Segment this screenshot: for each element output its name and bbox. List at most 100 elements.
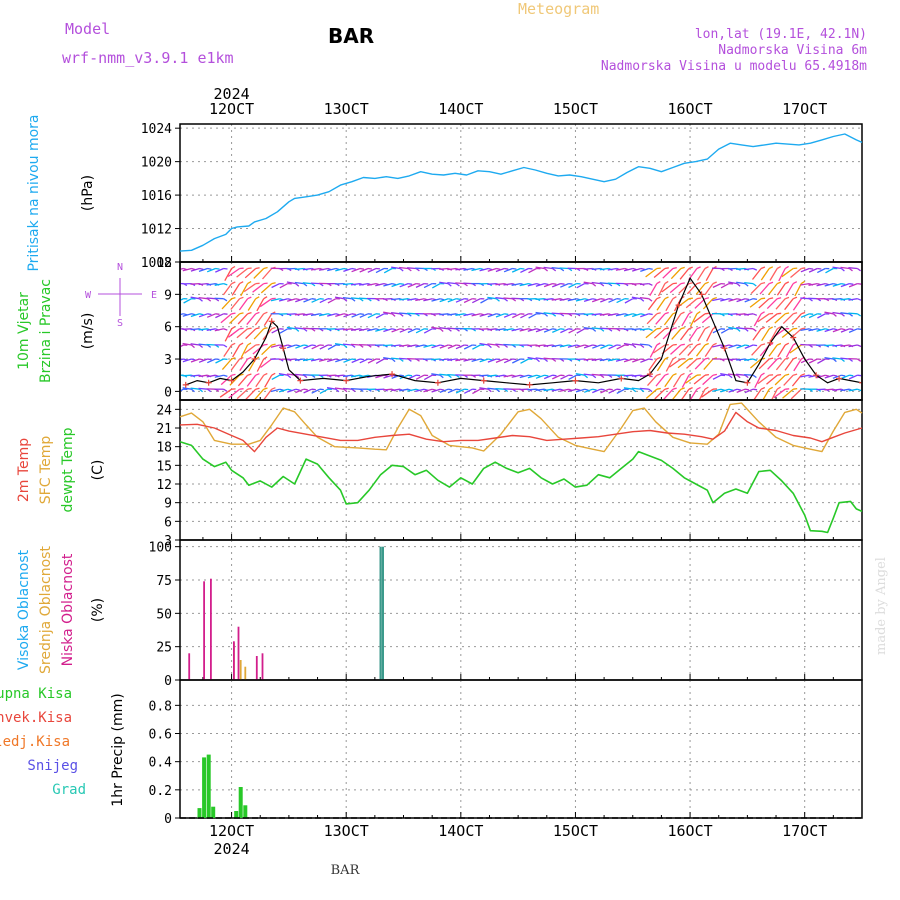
wind-barb-tick-434 [247, 311, 252, 315]
wind-barb-731 [583, 267, 593, 270]
wind-barb-tick-257 [191, 344, 195, 349]
wind-barb-53 [600, 388, 609, 394]
wind-barb-tick-410 [736, 328, 741, 332]
wind-barb-tick-51 [584, 388, 589, 391]
wind-barb-266 [261, 344, 273, 356]
wind-barb-tick-453 [399, 313, 404, 317]
wind-barb-673 [800, 282, 810, 286]
wind-barb-3 [198, 387, 208, 390]
wind-gust-marker-2 [205, 379, 212, 386]
wind-barb-tick-131 [544, 374, 549, 377]
wind-barb-698 [318, 267, 329, 271]
wind-barb-330 [777, 344, 786, 358]
wind-barb-tick-155 [736, 374, 741, 379]
wind-barb-tick-564 [608, 298, 613, 300]
wind-gust-marker-46 [859, 379, 862, 386]
wind-barb-tick-519 [247, 296, 252, 300]
wind-barb-tick-745 [696, 266, 701, 270]
wind-barb-tick-532 [351, 298, 356, 302]
wind-barb-149 [685, 374, 698, 384]
wind-barb-tick-118 [439, 374, 444, 379]
wind-barb-460 [455, 313, 465, 316]
wind-barb-tick-703 [359, 267, 365, 270]
wind-barb-241 [744, 358, 754, 362]
wind-barb-691 [262, 268, 273, 280]
wind-barb-tick-624 [407, 282, 413, 285]
wind-barb-306 [583, 344, 593, 349]
wind-barb-92 [229, 374, 241, 386]
wind-barb-625 [415, 283, 425, 288]
precip-legend-0: Ukupna Kisa [0, 686, 72, 702]
wind-barb-648 [599, 282, 609, 285]
wind-barb-45 [535, 388, 545, 391]
wind-barb-tick-433 [239, 312, 244, 315]
wind-barb-138 [599, 374, 609, 376]
wind-barb-tick-85 [857, 388, 862, 392]
wind-barb-tick-754 [768, 266, 774, 270]
wind-barb-tick-209 [488, 358, 493, 361]
wind-barb-tick-169 [849, 374, 854, 377]
wind-barb-83 [840, 388, 850, 392]
wind-barb-tick-61 [664, 387, 669, 390]
wind-barb-tick-631 [463, 283, 468, 287]
wind-barb-598 [198, 282, 208, 286]
y-tick-label-1-3: 1020 [141, 156, 172, 171]
wind-barb-tick-157 [752, 374, 757, 379]
wind-barb-503 [800, 313, 810, 318]
wind-barb-762 [832, 266, 842, 270]
wind-barb-444 [327, 313, 337, 317]
wind-barb-555 [535, 298, 545, 301]
y-tick-label-1-4: 1024 [141, 122, 172, 137]
wind-barb-tick-314 [648, 344, 653, 348]
x-bottom-year: 2024 [214, 840, 250, 858]
wind-barb-463 [479, 313, 489, 317]
wind-barb-354 [286, 326, 296, 330]
wind-barb-216 [543, 357, 553, 360]
wind-barb-367 [391, 328, 401, 333]
wind-barb-430 [215, 313, 224, 319]
wind-barb-537 [391, 298, 401, 301]
wind-barb-248 [800, 358, 810, 364]
wind-barb-617 [350, 282, 361, 286]
wind-barb-520 [256, 298, 265, 312]
wind-barb-tick-355 [295, 328, 300, 332]
wind-barb-9 [245, 388, 257, 400]
wind-barb-tick-603 [239, 281, 244, 285]
wind-barb-tick-130 [536, 374, 541, 377]
wind-barb-161 [783, 374, 794, 386]
wind-barb-tick-683 [199, 267, 204, 271]
wind-barb-671 [785, 283, 794, 296]
wind-barb-180 [256, 358, 265, 372]
wind-barb-tick-758 [801, 267, 806, 270]
wind-barb-420 [816, 328, 826, 332]
wind-barb-tick-580 [736, 298, 742, 301]
wind-barb-tick-172 [191, 358, 196, 361]
wind-barb-tick-374 [447, 328, 452, 332]
wind-barb-57 [631, 387, 641, 390]
wind-barb-741 [662, 268, 674, 279]
wind-barb-364 [367, 328, 377, 332]
wind-barb-697 [310, 267, 320, 271]
wind-barb-2 [190, 387, 200, 390]
wind-barb-26 [383, 388, 393, 391]
y-label-4-2: Niska Oblacnost [60, 553, 76, 666]
wind-barb-117 [431, 373, 441, 376]
wind-barb-tick-3 [199, 388, 204, 393]
wind-barb-327 [751, 344, 762, 356]
compass-s-label: S [117, 318, 123, 329]
y-label-3-2: dewpt Temp [60, 427, 76, 512]
wind-barb-tick-756 [784, 265, 789, 270]
wind-barb-tick-147 [672, 373, 677, 376]
wind-barb-tick-446 [343, 313, 348, 316]
wind-barb-tick-498 [760, 311, 765, 315]
wind-barb-256 [182, 342, 192, 346]
wind-barb-519 [247, 298, 257, 311]
wind-barb-tick-331 [784, 342, 790, 346]
wind-barb-172 [190, 358, 200, 363]
wind-barb-69 [728, 388, 738, 393]
y-tick-label-3-7: 24 [156, 403, 172, 418]
wind-barb-130 [535, 374, 545, 379]
panel-frame-5 [179, 679, 863, 819]
wind-barb-tick-290 [456, 344, 461, 347]
wind-barb-tick-373 [439, 328, 444, 332]
